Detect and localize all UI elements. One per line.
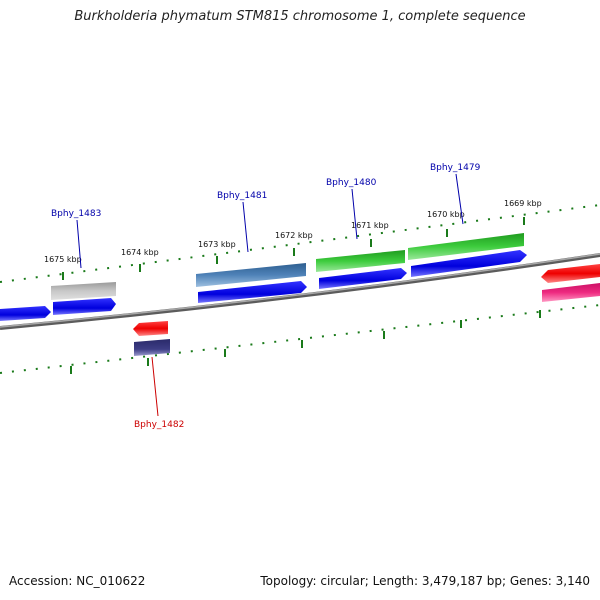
cds-feature-1[interactable] bbox=[0, 306, 51, 321]
lower-tick-track bbox=[0, 304, 600, 374]
gene-bphy-1483[interactable] bbox=[51, 282, 116, 300]
cds-feature-reverse[interactable] bbox=[133, 321, 168, 336]
scale-label-1670: 1670 kbp bbox=[427, 210, 465, 219]
upper-tick-track bbox=[0, 204, 600, 283]
gene-bphy-1481[interactable] bbox=[196, 263, 306, 287]
scale-label-1671: 1671 kbp bbox=[351, 221, 389, 230]
gene-right-red[interactable] bbox=[541, 264, 600, 283]
gene-label-bphy-1481[interactable]: Bphy_1481 bbox=[217, 191, 267, 201]
scale-label-1673: 1673 kbp bbox=[198, 240, 236, 249]
genome-summary: Topology: circular; Length: 3,479,187 bp… bbox=[260, 574, 590, 588]
accession-text: Accession: NC_010622 bbox=[9, 574, 146, 588]
map-title: Burkholderia phymatum STM815 chromosome … bbox=[74, 9, 526, 24]
gene-label-bphy-1482[interactable]: Bphy_1482 bbox=[134, 420, 184, 430]
chromosome-backbone bbox=[0, 253, 600, 330]
cds-feature-4[interactable] bbox=[319, 268, 407, 289]
scale-label-1672: 1672 kbp bbox=[275, 231, 313, 240]
scale-label-1674: 1674 kbp bbox=[121, 248, 159, 257]
gene-bphy-1480[interactable] bbox=[316, 250, 405, 272]
gene-right-magenta[interactable] bbox=[542, 283, 600, 302]
cds-feature-2[interactable] bbox=[53, 298, 116, 315]
gene-label-bphy-1479[interactable]: Bphy_1479 bbox=[430, 163, 481, 173]
cds-features-top bbox=[0, 250, 527, 321]
gene-bphy-1479[interactable] bbox=[408, 233, 524, 260]
label-leaders bbox=[76, 173, 464, 417]
scale-label-1675: 1675 kbp bbox=[44, 255, 82, 264]
gene-bphy-1482[interactable] bbox=[134, 339, 170, 356]
gene-label-bphy-1480[interactable]: Bphy_1480 bbox=[326, 178, 377, 188]
scale-label-1669: 1669 kbp bbox=[504, 199, 542, 208]
cds-feature-3[interactable] bbox=[198, 281, 307, 303]
cds-feature-5[interactable] bbox=[411, 250, 527, 277]
gene-label-bphy-1483[interactable]: Bphy_1483 bbox=[51, 209, 101, 219]
